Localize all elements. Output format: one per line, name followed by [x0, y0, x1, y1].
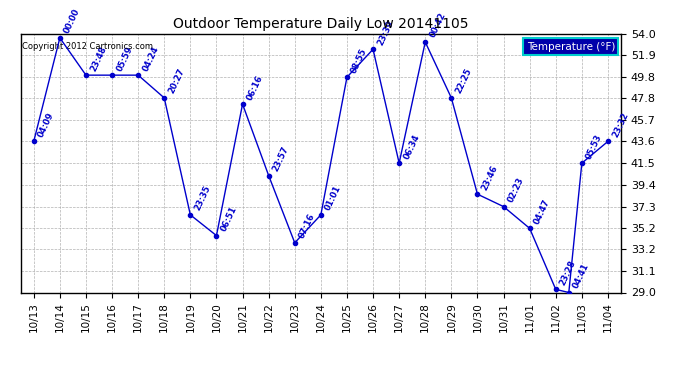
Text: 05:59: 05:59	[115, 45, 135, 72]
Text: 04:47: 04:47	[533, 198, 552, 225]
Text: 08:55: 08:55	[350, 46, 369, 75]
Text: 23:28: 23:28	[558, 259, 578, 286]
Text: 23:32: 23:32	[611, 111, 630, 139]
Text: 06:51: 06:51	[219, 205, 239, 233]
Text: 20:27: 20:27	[167, 67, 186, 95]
Text: 05:53: 05:53	[584, 132, 604, 160]
Text: 02:23: 02:23	[506, 176, 526, 204]
Text: 23:48: 23:48	[89, 45, 108, 72]
Text: 00:00: 00:00	[63, 8, 82, 35]
Text: 23:57: 23:57	[271, 145, 291, 173]
Text: 06:34: 06:34	[402, 132, 422, 160]
Text: 04:41: 04:41	[571, 262, 591, 290]
Text: 04:09: 04:09	[37, 111, 56, 139]
Title: Outdoor Temperature Daily Low 20141105: Outdoor Temperature Daily Low 20141105	[173, 17, 469, 31]
Text: 01:01: 01:01	[324, 184, 343, 212]
Text: 23:35: 23:35	[193, 184, 213, 212]
Text: Copyright 2012 Cartronics.com: Copyright 2012 Cartronics.com	[22, 42, 153, 51]
Text: 07:16: 07:16	[297, 212, 317, 240]
Text: 06:16: 06:16	[246, 73, 265, 101]
Text: Temperature (°F): Temperature (°F)	[526, 42, 615, 51]
Text: 00:42: 00:42	[428, 11, 447, 39]
Text: 04:24: 04:24	[141, 44, 160, 72]
Text: 23:46: 23:46	[480, 164, 500, 191]
Text: 22:25: 22:25	[454, 67, 473, 95]
Text: 23:39: 23:39	[376, 19, 395, 46]
